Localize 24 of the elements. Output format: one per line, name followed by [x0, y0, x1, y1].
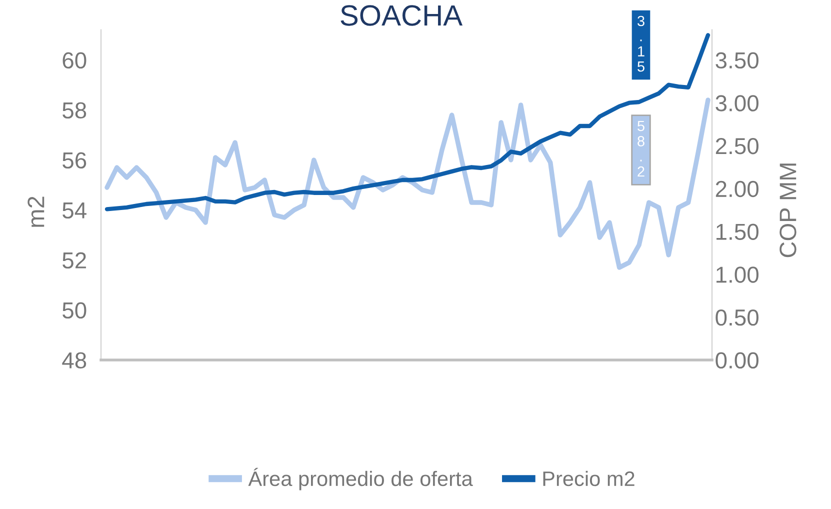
y-tick-label: 56 [62, 152, 86, 169]
y-tick-label: 48 [62, 352, 86, 369]
chart-title: SOACHA [340, 5, 463, 26]
y2-tick-label: 3.50 [716, 52, 758, 69]
y2-tick-label: 1.50 [716, 224, 758, 240]
y-tick-label: 60 [62, 52, 86, 69]
y2-tick-label: 0.50 [716, 309, 758, 326]
y2-axis-title: COP MM [780, 164, 796, 258]
y2-tick-label: 2.00 [716, 180, 758, 198]
y2-tick-label: 1.00 [716, 266, 758, 283]
y-axis-title: m2 [28, 196, 44, 227]
y-tick-label: 58 [62, 102, 86, 119]
line-series [104, 33, 710, 212]
y2-tick-label: 2.50 [716, 138, 758, 154]
annotation: 3.15 [638, 16, 644, 72]
y2-tick-label: 0.00 [716, 352, 758, 369]
legend-label: Precio m2 [543, 470, 634, 486]
y-tick-label: 50 [62, 302, 86, 319]
y-tick-label: 54 [62, 202, 86, 219]
y2-tick-label: 3.00 [716, 95, 758, 112]
annotation: 58.2 [638, 120, 644, 177]
line-series [104, 98, 710, 270]
legend-label: Área promedio de oferta [248, 468, 473, 490]
y-tick-label: 52 [62, 252, 86, 269]
